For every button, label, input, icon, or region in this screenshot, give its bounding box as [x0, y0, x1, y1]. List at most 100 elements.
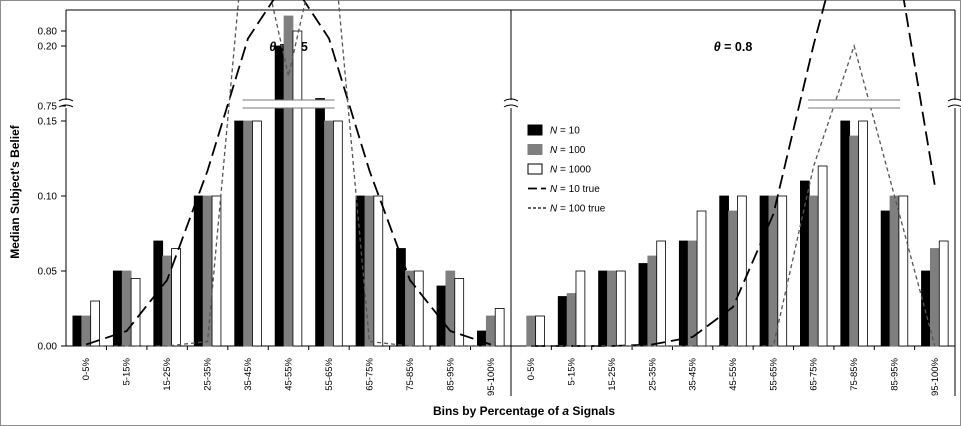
- bar: [849, 135, 859, 347]
- y-tick-label: 0.20: [38, 42, 58, 53]
- legend-swatch: [527, 144, 543, 155]
- bar: [728, 210, 738, 347]
- bar: [333, 120, 343, 347]
- x-tick-label: 15-25%: [162, 357, 173, 390]
- y-tick-label: 0.05: [38, 267, 58, 278]
- x-tick-label: 35-45%: [688, 357, 699, 390]
- bar: [121, 270, 132, 347]
- legend-label: N = 10 true: [550, 184, 600, 195]
- line-break-gap: [245, 100, 332, 108]
- bar: [921, 270, 931, 347]
- x-axis-title: Bins by Percentage of a Signals: [433, 404, 615, 418]
- x-tick-label: 55-65%: [768, 357, 779, 390]
- x-tick-label: 95-100%: [486, 357, 497, 396]
- bar: [252, 120, 262, 347]
- x-tick-label: 0-5%: [81, 357, 92, 380]
- bar: [211, 195, 222, 347]
- bar: [364, 195, 375, 347]
- x-tick-label: 35-45%: [243, 357, 254, 390]
- x-tick-label: 95-100%: [930, 357, 941, 396]
- bar: [445, 270, 456, 347]
- bar: [171, 248, 181, 347]
- bar: [90, 300, 100, 347]
- bar: [817, 165, 828, 347]
- bar: [929, 248, 940, 347]
- bar: [72, 315, 83, 347]
- y-tick-label: 0.15: [38, 117, 58, 128]
- bar: [274, 45, 285, 347]
- legend-swatch: [527, 163, 543, 175]
- x-axis-title-part1: Bins by Percentage of: [433, 404, 562, 418]
- x-tick-label: 5-15%: [122, 357, 133, 385]
- legend-label: N = 1000: [550, 165, 591, 176]
- bar: [477, 330, 487, 347]
- bar: [535, 315, 545, 347]
- bar: [880, 210, 891, 347]
- bar: [405, 270, 415, 347]
- bar: [373, 195, 384, 347]
- line-break-gap: [811, 100, 898, 108]
- x-tick-label: 85-95%: [889, 357, 900, 390]
- bar: [687, 240, 698, 347]
- bar: [454, 278, 465, 347]
- x-axis-title-part2: Signals: [569, 404, 615, 418]
- bar: [759, 195, 770, 347]
- bar: [526, 315, 537, 347]
- bar: [315, 98, 325, 347]
- y-tick-label: 0.00: [38, 342, 58, 353]
- panel-title: θ = 0.8: [714, 40, 753, 54]
- x-axis-title-italic: a: [562, 404, 569, 418]
- legend-swatch: [527, 124, 543, 136]
- bar: [413, 270, 424, 347]
- legend-label: N = 100: [550, 145, 586, 156]
- bar: [938, 240, 949, 347]
- x-tick-label: 15-25%: [607, 357, 618, 390]
- bar: [485, 315, 496, 347]
- series-line: [531, 0, 936, 347]
- bar: [566, 293, 577, 347]
- legend: N = 10 N = 100 N = 1000 N = 10 true N = 100 …: [527, 124, 606, 215]
- y-axis-title: Median Subject's Belief: [8, 124, 22, 259]
- x-tick-label: 25-35%: [647, 357, 658, 390]
- y-tick-label: 0.75: [38, 102, 58, 113]
- bar: [494, 308, 505, 347]
- bar: [234, 120, 244, 347]
- x-tick-label: 75-85%: [405, 357, 416, 390]
- bar: [355, 195, 366, 347]
- axis-break-gap: [60, 100, 72, 108]
- bar: [777, 195, 788, 347]
- axis-break-mark: [58, 98, 74, 102]
- bar: [678, 240, 689, 347]
- bar: [615, 270, 626, 347]
- bar: [81, 315, 92, 347]
- bar: [202, 195, 213, 347]
- axis-break-gap: [949, 100, 961, 108]
- bar: [607, 270, 617, 347]
- bar: [656, 240, 666, 347]
- bar: [324, 120, 334, 347]
- y-tick-label: 0.80: [38, 27, 58, 38]
- axis-break-mark: [503, 104, 519, 108]
- bar: [898, 195, 909, 347]
- bar: [130, 278, 141, 347]
- bar: [162, 255, 172, 347]
- bar: [153, 240, 164, 347]
- bar: [292, 30, 303, 347]
- x-tick-label: 0-5%: [526, 357, 537, 380]
- bar: [840, 120, 851, 347]
- x-tick-label: 75-85%: [849, 357, 860, 390]
- x-tick-label: 25-35%: [203, 357, 214, 390]
- bar: [889, 195, 900, 347]
- bar: [575, 270, 586, 347]
- y-tick-label: 0.10: [38, 192, 58, 203]
- x-tick-label: 65-75%: [364, 357, 375, 390]
- bar: [638, 263, 649, 347]
- series-line: [531, 43, 936, 347]
- bar: [696, 210, 707, 347]
- x-tick-label: 55-65%: [324, 357, 335, 390]
- x-tick-label: 85-95%: [445, 357, 456, 390]
- x-tick-label: 5-15%: [567, 357, 578, 385]
- bar: [283, 15, 294, 347]
- legend-label: N = 100 true: [550, 204, 606, 215]
